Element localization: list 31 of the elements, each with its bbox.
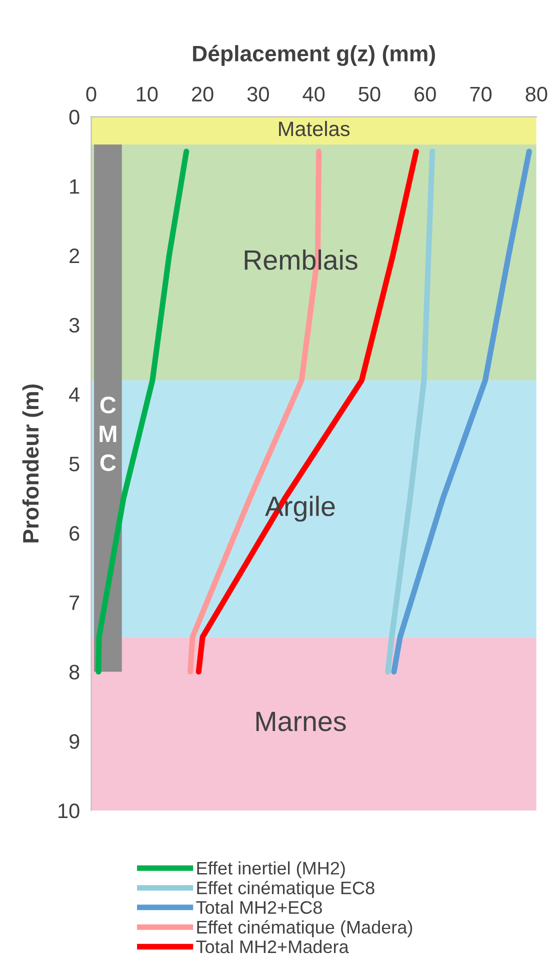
legend-label: Total MH2+Madera: [196, 940, 349, 954]
x-tick-label: 0: [86, 86, 96, 102]
legend-label: Effet cinématique EC8: [197, 880, 374, 898]
legend-label: Effet cinématique (Madera): [197, 920, 412, 938]
y-tick-label: 10: [58, 804, 80, 818]
x-tick-label: 20: [192, 86, 214, 102]
x-tick-label: 80: [526, 86, 548, 102]
y-tick-label: 9: [70, 734, 80, 749]
legend-label: Total MH2+EC8: [196, 900, 322, 914]
y-tick-label: 7: [70, 596, 80, 610]
x-tick-label: 60: [414, 86, 436, 102]
x-tick-label: 50: [358, 86, 380, 102]
x-axis-title: Déplacement g(z) (mm): [193, 44, 435, 66]
y-tick-label: 8: [69, 664, 80, 680]
y-tick-label: 4: [69, 387, 80, 402]
x-tick-label: 30: [247, 86, 269, 102]
y-axis-title: Profondeur (m): [22, 384, 44, 542]
band-label: Marnes: [256, 712, 346, 732]
y-tick-label: 0: [69, 110, 80, 125]
band-label: Matelas: [279, 120, 350, 136]
y-tick-label: 5: [69, 456, 80, 472]
x-tick-label: 40: [302, 86, 325, 102]
y-tick-label: 6: [70, 526, 80, 541]
y-tick-label: 2: [70, 248, 80, 264]
y-tick-label: 3: [69, 318, 80, 333]
y-tick-label: 1: [70, 179, 80, 194]
annotation: C M C: [100, 396, 116, 472]
x-tick-label: 10: [136, 86, 158, 102]
x-tick-label: 70: [470, 86, 492, 102]
legend-label: Effet inertiel (MH2): [197, 861, 345, 878]
band-label: Remblais: [244, 250, 358, 270]
